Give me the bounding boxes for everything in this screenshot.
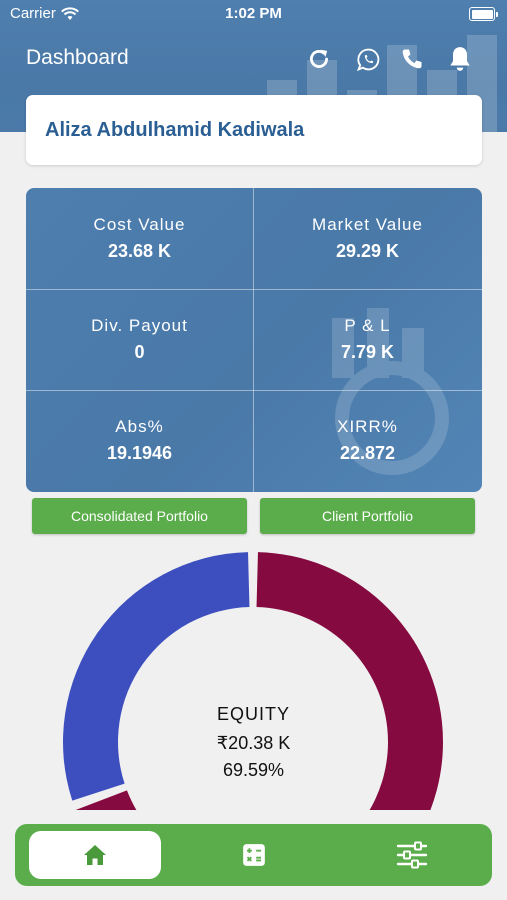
stat-value: 0 [134, 342, 145, 362]
sliders-icon [396, 841, 428, 869]
stat-value: 23.68 K [107, 241, 172, 261]
allocation-donut-chart [62, 552, 443, 810]
stat-label: XIRR% [337, 417, 398, 436]
stat-market-value: Market Value 29.29 K [254, 188, 481, 289]
nav-calculator-tab[interactable] [237, 838, 271, 872]
stat-label: P & L [344, 316, 391, 335]
stat-abs-percent: Abs% 19.1946 [26, 390, 253, 491]
home-icon [84, 845, 106, 865]
battery-icon [469, 7, 498, 21]
stat-label: Abs% [115, 417, 164, 436]
wifi-icon [60, 6, 79, 20]
donut-center-label: EQUITY [216, 704, 290, 724]
whatsapp-icon[interactable] [354, 45, 382, 73]
donut-segment-0[interactable] [75, 552, 443, 810]
client-portfolio-button[interactable]: Client Portfolio [260, 498, 475, 534]
status-bar: Carrier 1:02 PM [0, 0, 507, 28]
page-title: Dashboard [26, 46, 129, 69]
nav-settings-tab[interactable] [395, 838, 429, 872]
stat-value: 29.29 K [335, 241, 400, 261]
stat-xirr-percent: XIRR% 22.872 [254, 390, 481, 491]
stat-label: Div. Payout [91, 316, 188, 335]
stat-div-payout: Div. Payout 0 [26, 289, 253, 390]
bottom-navigation [15, 824, 492, 886]
stat-value: 19.1946 [106, 443, 173, 463]
grid-decoration [332, 308, 449, 475]
stat-pnl: P & L 7.79 K [254, 289, 481, 390]
grid-divider [26, 289, 482, 290]
carrier-label: Carrier [10, 5, 56, 22]
client-name-card: Aliza Abdulhamid Kadiwala [26, 95, 482, 165]
stat-value: 22.872 [339, 443, 396, 463]
portfolio-summary-grid: Cost Value 23.68 K Market Value 29.29 K … [26, 188, 482, 492]
grid-divider [253, 188, 254, 492]
carrier-info: Carrier [10, 5, 79, 22]
grid-divider [26, 390, 482, 391]
client-name: Aliza Abdulhamid Kadiwala [45, 119, 305, 141]
stat-label: Market Value [312, 215, 423, 234]
stat-cost-value: Cost Value 23.68 K [26, 188, 253, 289]
status-time: 1:02 PM [225, 5, 282, 22]
calculator-icon [243, 844, 265, 866]
donut-segment-1[interactable] [62, 552, 250, 801]
stat-value: 7.79 K [340, 342, 395, 362]
bell-icon[interactable] [446, 45, 474, 73]
stat-label: Cost Value [93, 215, 186, 234]
phone-icon[interactable] [398, 45, 426, 73]
donut-center-amount: ₹20.38 K [216, 733, 291, 753]
consolidated-portfolio-button[interactable]: Consolidated Portfolio [32, 498, 247, 534]
nav-home-tab[interactable] [29, 831, 161, 879]
donut-center-percent: 69.59% [222, 760, 285, 780]
refresh-icon[interactable] [305, 45, 333, 73]
